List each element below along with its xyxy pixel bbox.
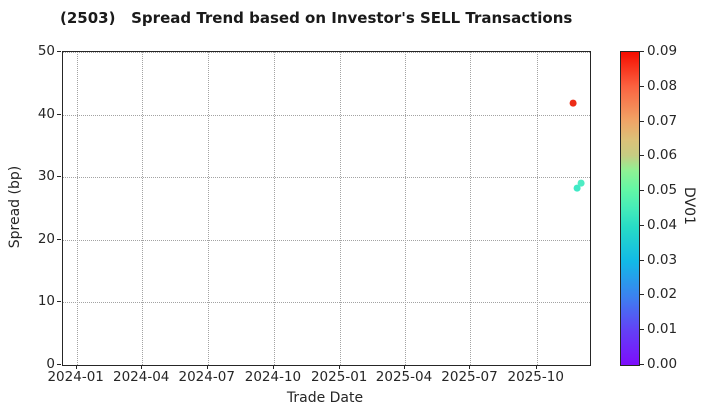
y-tick-mark: [57, 301, 61, 303]
x-axis-label: Trade Date: [286, 390, 364, 406]
y-tick-mark: [57, 51, 61, 52]
colorbar-tick-label: 0.00: [647, 356, 678, 372]
colorbar-tick-mark: [640, 190, 644, 192]
x-tick-mark: [272, 365, 274, 369]
y-tick-label: 0: [46, 356, 55, 372]
colorbar-tick-label: 0.03: [647, 251, 678, 268]
scatter-point: [573, 185, 581, 192]
colorbar-tick-label: 0.05: [647, 182, 678, 199]
colorbar-tick-label: 0.04: [647, 216, 678, 233]
colorbar-gradient: [620, 51, 640, 366]
x-gridline: [76, 52, 78, 365]
y-tick-label: 30: [37, 168, 55, 185]
x-gridline: [404, 52, 406, 365]
x-tick-mark: [75, 365, 77, 369]
y-tick-label: 20: [37, 230, 55, 247]
chart-title: (2503) Spread Trend based on Investor's …: [60, 9, 573, 27]
y-gridline: [63, 177, 590, 179]
y-gridline: [63, 239, 590, 241]
x-tick-mark: [339, 365, 341, 369]
x-gridline: [142, 52, 144, 365]
colorbar-tick-mark: [640, 294, 644, 296]
x-gridline: [470, 52, 472, 365]
colorbar-tick-label: 0.09: [647, 43, 678, 59]
x-tick-label: 2024-04: [112, 369, 170, 385]
y-tick-label: 40: [37, 105, 55, 122]
colorbar-tick-mark: [640, 224, 644, 226]
scatter-point: [577, 180, 585, 187]
x-gridline: [207, 52, 209, 365]
colorbar-tick-mark: [640, 329, 644, 331]
y-tick-mark: [57, 238, 61, 240]
colorbar-tick-label: 0.06: [647, 147, 678, 164]
x-tick-label: 2024-01: [47, 369, 104, 385]
scatter-point: [569, 99, 577, 107]
x-tick-label: 2025-07: [441, 369, 498, 385]
x-tick-mark: [206, 365, 208, 369]
colorbar-tick-label: 0.08: [647, 77, 678, 94]
y-gridline: [63, 52, 590, 53]
colorbar-tick-mark: [640, 51, 644, 52]
y-tick-label: 10: [37, 293, 55, 310]
colorbar-tick-mark: [640, 364, 644, 365]
x-gridline: [340, 52, 342, 365]
x-tick-mark: [469, 365, 471, 369]
colorbar-tick-mark: [640, 155, 644, 157]
y-gridline: [63, 302, 590, 304]
x-tick-mark: [141, 365, 143, 369]
colorbar-tick-mark: [640, 120, 644, 122]
y-tick-mark: [57, 364, 61, 365]
y-tick-label: 50: [37, 43, 55, 59]
colorbar-tick-label: 0.02: [647, 286, 678, 303]
x-gridline: [273, 52, 275, 365]
x-tick-mark: [535, 365, 537, 369]
y-gridline: [63, 114, 590, 116]
x-tick-label: 2025-04: [375, 369, 433, 385]
plot-area: [62, 51, 591, 366]
x-tick-mark: [403, 365, 405, 369]
x-tick-label: 2025-01: [310, 369, 368, 385]
y-tick-mark: [57, 176, 61, 178]
colorbar-tick-mark: [640, 259, 644, 261]
y-tick-mark: [57, 113, 61, 115]
x-gridline: [536, 52, 538, 365]
x-tick-label: 2024-10: [244, 369, 302, 385]
x-tick-label: 2024-07: [178, 369, 235, 385]
colorbar-tick-mark: [640, 85, 644, 87]
colorbar-tick-label: 0.07: [647, 112, 678, 129]
x-tick-label: 2025-10: [507, 369, 564, 385]
colorbar-label: DV01: [681, 187, 697, 225]
colorbar-tick-label: 0.01: [647, 321, 678, 338]
